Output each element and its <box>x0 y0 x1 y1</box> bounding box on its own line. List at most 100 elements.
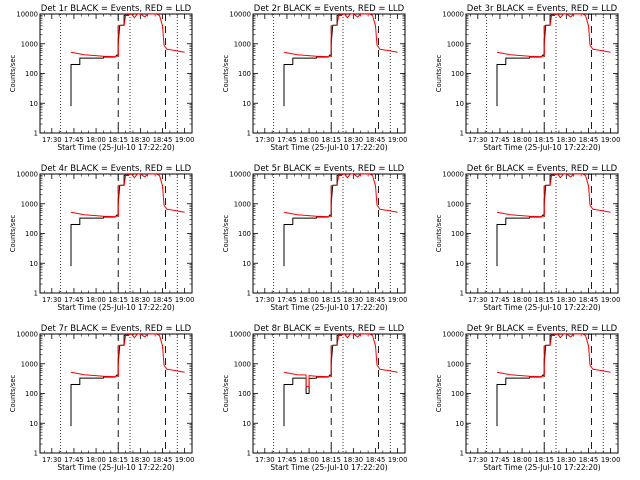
x-tick-label: 17:45 <box>277 136 297 144</box>
x-tick-label: 18:45 <box>153 296 173 304</box>
chart-panel-6: Det 6r BLACK = Events, RED = LLD 1 10 100 10… <box>435 164 620 312</box>
series-group <box>496 174 611 267</box>
y-tick-label: 1000 <box>447 40 464 48</box>
plot-frame <box>252 173 406 294</box>
panel-title: Det 5r BLACK = Events, RED = LLD <box>254 164 405 174</box>
y-tick-label: 10000 <box>16 11 38 19</box>
y-tick-label: 10000 <box>229 171 251 179</box>
x-tick-label: 17:45 <box>490 456 510 464</box>
series-group <box>283 174 398 267</box>
series-group <box>496 334 611 427</box>
x-tick-label: 17:30 <box>255 456 275 464</box>
y-axis-label: Counts/sec <box>9 375 17 413</box>
plot-frame <box>465 13 619 134</box>
y-tick-label: 10000 <box>229 11 251 19</box>
series-group <box>70 174 185 267</box>
y-tick-label: 100 <box>25 390 38 398</box>
x-tick-label: 18:30 <box>131 296 151 304</box>
y-tick-label: 1000 <box>21 200 38 208</box>
y-tick-label: 1000 <box>21 40 38 48</box>
panel-title: Det 4r BLACK = Events, RED = LLD <box>41 164 192 174</box>
y-axis-label: Counts/sec <box>435 55 443 93</box>
y-tick-label: 1 <box>460 450 464 458</box>
y-tick-label: 1 <box>34 450 38 458</box>
x-tick-label: 18:15 <box>321 136 341 144</box>
series-line-lld <box>496 174 611 218</box>
y-axis-label: Counts/sec <box>222 375 230 413</box>
y-tick-label: 100 <box>451 70 464 78</box>
y-tick-label: 10000 <box>442 331 464 339</box>
series-line-lld <box>283 174 398 218</box>
x-axis-label: Start Time (25-Jul-10 17:22:20) <box>483 143 600 152</box>
y-tick-label: 100 <box>451 230 464 238</box>
x-axis-label: Start Time (25-Jul-10 17:22:20) <box>57 303 174 312</box>
y-tick-label: 100 <box>238 70 251 78</box>
x-tick-label: 19:00 <box>601 296 621 304</box>
x-tick-label: 18:15 <box>108 456 128 464</box>
x-tick-label: 17:45 <box>277 456 297 464</box>
x-tick-label: 19:00 <box>601 136 621 144</box>
x-tick-label: 17:30 <box>255 136 275 144</box>
plot-frame <box>465 333 619 454</box>
panel-title: Det 9r BLACK = Events, RED = LLD <box>467 324 618 334</box>
x-tick-label: 18:15 <box>534 296 554 304</box>
x-tick-label: 18:00 <box>512 136 532 144</box>
y-axis-label: Counts/sec <box>222 55 230 93</box>
chart-panel-9: Det 9r BLACK = Events, RED = LLD 1 10 100 10… <box>435 324 620 472</box>
panel-title: Det 3r BLACK = Events, RED = LLD <box>467 4 618 14</box>
y-axis-label: Counts/sec <box>222 215 230 253</box>
x-tick-label: 18:45 <box>366 456 386 464</box>
plot-frame <box>39 333 193 454</box>
x-tick-label: 18:45 <box>579 456 599 464</box>
x-tick-label: 18:15 <box>321 296 341 304</box>
x-tick-label: 18:15 <box>108 296 128 304</box>
y-tick-label: 10 <box>242 420 251 428</box>
x-tick-label: 17:30 <box>42 136 62 144</box>
chart-panel-5: Det 5r BLACK = Events, RED = LLD 1 10 100 10… <box>222 164 407 312</box>
series-group <box>496 14 611 107</box>
x-tick-label: 18:00 <box>86 456 106 464</box>
y-axis-label: Counts/sec <box>435 215 443 253</box>
y-tick-label: 1000 <box>447 200 464 208</box>
series-line-lld <box>70 334 185 378</box>
x-tick-label: 17:30 <box>468 456 488 464</box>
y-tick-label: 10000 <box>16 171 38 179</box>
y-tick-label: 10 <box>242 260 251 268</box>
x-axis-label: Start Time (25-Jul-10 17:22:20) <box>57 143 174 152</box>
series-group <box>70 14 185 107</box>
x-axis-label: Start Time (25-Jul-10 17:22:20) <box>270 143 387 152</box>
x-tick-label: 18:00 <box>512 456 532 464</box>
y-tick-label: 10 <box>242 100 251 108</box>
panel-title: Det 8r BLACK = Events, RED = LLD <box>254 324 405 334</box>
x-axis-label: Start Time (25-Jul-10 17:22:20) <box>483 303 600 312</box>
x-tick-label: 19:00 <box>388 456 408 464</box>
chart-panel-7: Det 7r BLACK = Events, RED = LLD 1 10 100 10… <box>9 324 194 472</box>
x-tick-label: 17:45 <box>490 136 510 144</box>
x-tick-label: 19:00 <box>601 456 621 464</box>
x-tick-label: 18:30 <box>344 296 364 304</box>
x-tick-label: 19:00 <box>388 136 408 144</box>
x-tick-label: 19:00 <box>175 296 195 304</box>
x-tick-label: 19:00 <box>175 456 195 464</box>
x-tick-label: 17:30 <box>468 296 488 304</box>
y-axis-label: Counts/sec <box>9 55 17 93</box>
x-tick-label: 18:45 <box>579 136 599 144</box>
x-tick-label: 17:45 <box>64 136 84 144</box>
panel-title: Det 1r BLACK = Events, RED = LLD <box>41 4 192 14</box>
y-tick-label: 100 <box>238 390 251 398</box>
y-tick-label: 1000 <box>447 360 464 368</box>
series-line-lld <box>70 14 185 58</box>
x-tick-label: 18:30 <box>131 136 151 144</box>
panel-title: Det 6r BLACK = Events, RED = LLD <box>467 164 618 174</box>
y-tick-label: 1 <box>247 290 251 298</box>
y-tick-label: 100 <box>451 390 464 398</box>
series-group <box>70 334 185 427</box>
plot-frame <box>39 13 193 134</box>
x-tick-label: 18:45 <box>153 136 173 144</box>
y-tick-label: 10000 <box>16 331 38 339</box>
x-tick-label: 18:00 <box>299 136 319 144</box>
x-tick-label: 18:15 <box>534 456 554 464</box>
x-tick-label: 18:00 <box>86 296 106 304</box>
y-tick-label: 10 <box>29 260 38 268</box>
chart-panel-2: Det 2r BLACK = Events, RED = LLD 1 10 100 10… <box>222 4 407 152</box>
